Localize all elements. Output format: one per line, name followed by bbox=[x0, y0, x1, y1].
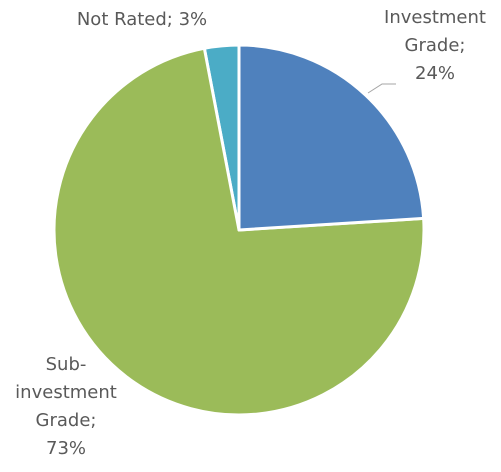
data-label: Sub-investment Grade; 73% bbox=[15, 354, 117, 459]
pie-slice bbox=[52, 46, 426, 417]
data-label: Investment Grade; 24% bbox=[384, 7, 486, 84]
pie-slice bbox=[237, 43, 426, 232]
leader-line bbox=[367, 83, 396, 94]
data-label: Not Rated; 3% bbox=[76, 9, 208, 30]
